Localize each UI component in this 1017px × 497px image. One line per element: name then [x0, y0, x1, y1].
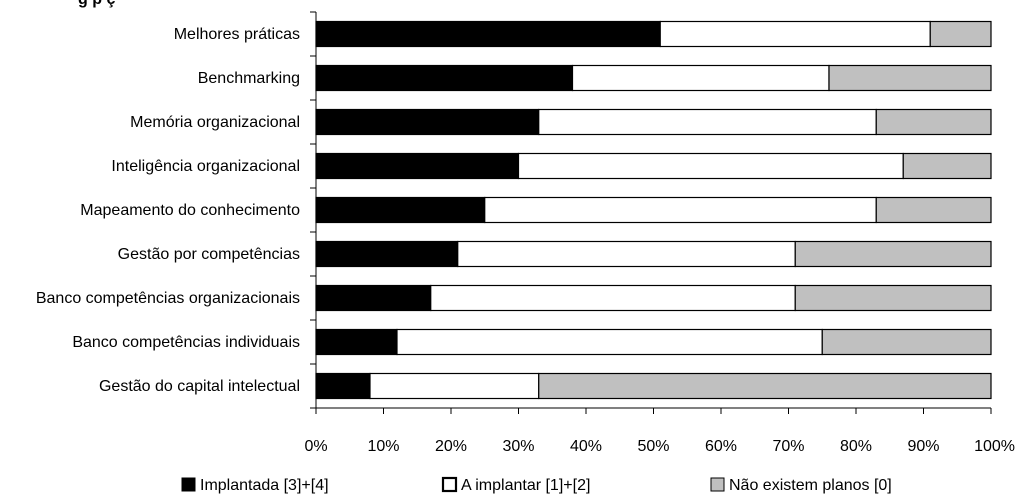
- bar-segment-nao-existem: [794, 240, 992, 268]
- bar-segment-implantada: [315, 372, 371, 400]
- x-tick-label: 30%: [502, 438, 534, 455]
- bar-segment-a-implantar: [484, 196, 877, 224]
- category-label: Benchmarking: [198, 70, 300, 87]
- legend: Implantada [3]+[4] A implantar [1]+[2] Não…: [181, 476, 892, 494]
- x-tick-label: 40%: [570, 438, 602, 455]
- bar-segment-implantada: [315, 152, 520, 180]
- bar-segment-implantada: [315, 284, 432, 312]
- legend-label: A implantar [1]+[2]: [461, 477, 590, 494]
- bar-segment-implantada: [315, 240, 459, 268]
- category-label: Mapeamento do conhecimento: [80, 202, 300, 219]
- legend-label: Não existem planos [0]: [729, 477, 892, 494]
- bar-segment-implantada: [315, 108, 540, 136]
- legend-label: Implantada [3]+[4]: [200, 477, 329, 494]
- x-tick-label: 80%: [840, 438, 872, 455]
- legend-swatch: [710, 477, 725, 492]
- bar-segment-a-implantar: [517, 152, 904, 180]
- category-label: Gestão por competências: [118, 246, 300, 263]
- category-labels: Melhores práticas Benchmarking Memória org…: [36, 26, 300, 395]
- x-tick-label: 70%: [772, 438, 804, 455]
- bar-segment-a-implantar: [430, 284, 796, 312]
- bar-segment-nao-existem: [929, 20, 992, 48]
- bar-segment-nao-existem: [794, 284, 992, 312]
- bar-segment-implantada: [315, 328, 398, 356]
- bars-group: [315, 20, 992, 400]
- chart-title: g p ç: [78, 0, 115, 8]
- category-label: Memória organizacional: [130, 114, 300, 131]
- x-tick-label: 10%: [367, 438, 399, 455]
- bar-segment-nao-existem: [821, 328, 992, 356]
- category-label: Banco competências individuais: [72, 334, 300, 351]
- bar-segment-implantada: [315, 64, 574, 92]
- legend-swatch: [181, 477, 196, 492]
- bar-segment-a-implantar: [571, 64, 830, 92]
- category-label: Gestão do capital intelectual: [99, 378, 300, 395]
- x-tick-labels: 0% 10% 20% 30% 40% 50% 60% 70% 80% 90% 100%: [304, 438, 1015, 455]
- x-tick-label: 60%: [705, 438, 737, 455]
- bar-segment-a-implantar: [369, 372, 540, 400]
- bar-segment-nao-existem: [902, 152, 992, 180]
- bar-segment-nao-existem: [828, 64, 992, 92]
- bar-segment-nao-existem: [875, 196, 992, 224]
- category-label: Inteligência organizacional: [111, 158, 300, 175]
- category-label: Banco competências organizacionais: [36, 290, 300, 307]
- x-tick-label: 90%: [907, 438, 939, 455]
- axes: [310, 11, 992, 414]
- bar-segment-a-implantar: [538, 108, 877, 136]
- bar-segment-nao-existem: [875, 108, 992, 136]
- x-tick-label: 100%: [974, 438, 1015, 455]
- x-tick-label: 20%: [435, 438, 467, 455]
- legend-swatch: [441, 476, 458, 493]
- x-tick-label: 50%: [637, 438, 669, 455]
- bar-segment-nao-existem: [538, 372, 992, 400]
- bar-segment-a-implantar: [396, 328, 823, 356]
- bar-segment-a-implantar: [457, 240, 796, 268]
- x-tick-label: 0%: [304, 438, 327, 455]
- bar-segment-a-implantar: [659, 20, 931, 48]
- bar-segment-implantada: [315, 196, 486, 224]
- category-label: Melhores práticas: [174, 26, 300, 43]
- bar-segment-implantada: [315, 20, 661, 48]
